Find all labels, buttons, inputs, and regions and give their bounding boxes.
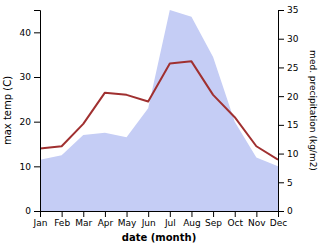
y2-tick-label: 0: [287, 206, 293, 216]
y-tick: 10: [20, 162, 40, 172]
x-tick-label: Apr: [98, 218, 114, 228]
y2-tick-mark: [278, 154, 284, 155]
y-tick-mark: [34, 122, 40, 123]
x-axis-line: [41, 212, 279, 218]
x-tick-label: Jul: [164, 218, 176, 228]
y-tick-label: 20: [20, 117, 32, 127]
x-tick: Oct: [227, 211, 243, 228]
y2-tick: 5: [278, 178, 293, 188]
x-tick-label: Mar: [75, 218, 92, 228]
y2-tick-mark: [278, 125, 284, 126]
x-tick-label: Jan: [33, 218, 48, 228]
x-tick: Apr: [98, 211, 114, 228]
y2-tick-mark: [278, 39, 284, 40]
y2-tick-label: 30: [287, 34, 299, 44]
precipitation-area: [40, 10, 278, 211]
x-tick-label: Nov: [248, 218, 266, 228]
y-tick-mark: [34, 32, 40, 33]
y2-tick: 20: [278, 92, 299, 102]
y-tick-mark: [34, 77, 40, 78]
plot-area: JanFebMarAprMayJunJulAugSepOctNovDec0102…: [20, 5, 299, 228]
y2-tick-label: 15: [287, 120, 298, 130]
y2-tick-label: 25: [287, 63, 298, 73]
y-axis-title: max temp (C): [2, 76, 13, 145]
x-tick-label: Sep: [205, 218, 222, 228]
y2-axis: 0 5 10 15 20 25 30 35: [278, 5, 299, 216]
x-tick-label: May: [118, 218, 137, 228]
x-axis: Jan Feb Mar Apr May Jun Jul Aug Sep Oct Nov Dec: [33, 211, 288, 228]
x-axis-title: date (month): [122, 232, 196, 243]
x-tick: Jul: [164, 211, 176, 228]
x-tick-mark: [191, 211, 192, 217]
x-tick: Dec: [270, 211, 287, 228]
y2-tick-label: 5: [287, 178, 293, 188]
y2-tick-label: 35: [287, 5, 298, 15]
x-tick: Aug: [183, 211, 201, 228]
x-tick-mark: [127, 211, 128, 217]
y-tick-mark: [34, 211, 40, 212]
x-tick-mark: [62, 211, 63, 217]
x-tick-label: Jun: [141, 218, 156, 228]
x-tick-mark: [170, 211, 171, 217]
y-axis-line: [34, 11, 41, 212]
y-tick: 40: [20, 28, 40, 38]
y-tick-label: 0: [25, 206, 31, 216]
y2-axis-line: [279, 11, 285, 212]
y-tick-label: 10: [20, 162, 32, 172]
y2-tick-mark: [278, 211, 284, 212]
y2-tick: 15: [278, 120, 298, 130]
y2-tick-label: 10: [287, 149, 299, 159]
chart: JanFebMarAprMayJunJulAugSepOctNovDec0102…: [0, 0, 318, 247]
y2-tick-mark: [278, 67, 284, 68]
x-tick: Jun: [141, 211, 156, 228]
y2-axis-title: med. precipitation (kg/m2): [308, 50, 318, 171]
y2-tick: 30: [278, 34, 299, 44]
y2-tick-mark: [278, 10, 284, 11]
y2-tick-label: 20: [287, 92, 299, 102]
temperature-line: [40, 61, 278, 159]
x-tick-label: Aug: [183, 218, 201, 228]
y-tick: 20: [20, 117, 40, 127]
x-tick-mark: [105, 211, 106, 217]
y-tick-label: 40: [20, 28, 32, 38]
y-tick: 0: [25, 206, 40, 216]
x-tick-mark: [213, 211, 214, 217]
y2-tick: 35: [278, 5, 298, 15]
x-tick-mark: [256, 211, 257, 217]
x-tick-label: Dec: [270, 218, 287, 228]
x-tick-mark: [235, 211, 236, 217]
y2-tick-mark: [278, 182, 284, 183]
y2-tick: 25: [278, 63, 298, 73]
y-tick-mark: [34, 166, 40, 167]
x-tick: Mar: [75, 211, 92, 228]
y2-tick: 0: [278, 206, 293, 216]
x-tick: Nov: [248, 211, 266, 228]
y-tick-label: 30: [20, 72, 32, 82]
x-tick: Sep: [205, 211, 222, 228]
y-tick: 30: [20, 72, 40, 82]
x-tick: Feb: [54, 211, 70, 228]
y2-tick-mark: [278, 96, 284, 97]
y-axis: 0 10 20 30 40: [20, 11, 41, 217]
marks: [40, 10, 278, 211]
x-tick: May: [118, 211, 137, 228]
x-tick-mark: [148, 211, 149, 217]
x-tick-label: Feb: [54, 218, 70, 228]
x-tick: Jan: [33, 211, 48, 228]
y2-tick: 10: [278, 149, 299, 159]
x-tick-mark: [83, 211, 84, 217]
x-tick-label: Oct: [227, 218, 243, 228]
